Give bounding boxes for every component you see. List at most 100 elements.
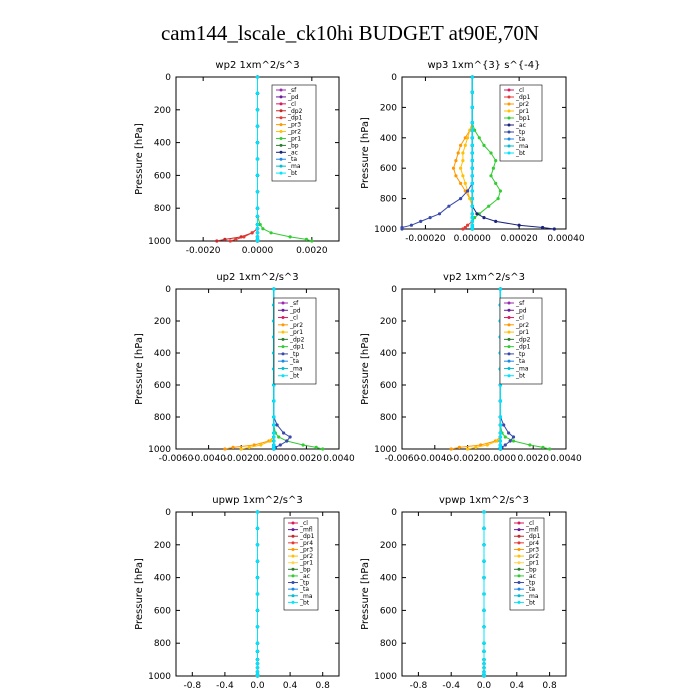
legend-marker — [281, 301, 285, 305]
y-axis-label: Pressure [hPa] — [360, 333, 371, 405]
data-point — [461, 159, 465, 163]
y-axis-label: Pressure [hPa] — [360, 558, 371, 630]
data-point — [495, 439, 499, 443]
legend-label: _pr1 — [515, 108, 529, 115]
legend-box — [509, 517, 545, 611]
data-point — [498, 443, 502, 447]
data-point — [255, 649, 260, 654]
legend-marker — [281, 337, 285, 341]
data-point — [470, 189, 474, 193]
x-tick-label: 0.00020 — [501, 234, 538, 244]
y-tick-label: 200 — [380, 103, 397, 113]
data-point — [255, 173, 260, 177]
legend-marker — [279, 95, 283, 99]
data-point — [470, 227, 474, 231]
x-tick-label: 0.0040 — [550, 454, 582, 464]
y-tick-label: 200 — [154, 106, 171, 116]
data-point — [498, 447, 502, 451]
series-line-dp1 — [230, 77, 258, 242]
legend-label: _ma — [515, 143, 529, 150]
legend-label: _dp1 — [287, 115, 303, 122]
data-point — [454, 174, 458, 178]
panel-title: up2 1xm^2/s^3 — [216, 272, 298, 283]
panel-3: up2 1xm^2/s^3 Pressure [hPa] 0 200 400 600 800… — [134, 272, 355, 464]
data-point — [482, 576, 486, 580]
legend-label: _bt — [525, 599, 536, 606]
y-tick-label: 400 — [154, 349, 171, 359]
x-tick-label: 0.0000 — [485, 454, 517, 464]
x-tick-label: -0.0040 — [417, 454, 452, 464]
legend-marker — [291, 567, 295, 571]
legend-label: _mfl — [299, 527, 313, 534]
legend-marker — [517, 561, 521, 565]
legend-label: _dp2 — [289, 336, 305, 343]
legend-marker — [281, 366, 285, 370]
legend-label: _tp — [289, 351, 299, 358]
data-point — [466, 189, 470, 193]
data-point — [451, 166, 456, 170]
legend-label: _ma — [289, 365, 303, 372]
data-point — [255, 91, 260, 95]
data-point — [258, 223, 262, 227]
data-point — [419, 219, 423, 223]
legend: _sf_pd_cl_dp2_dp1_pr3_pr2_pr1_bp_ac_ta_m… — [271, 84, 317, 182]
data-point — [482, 666, 486, 670]
data-point — [447, 204, 451, 208]
y-tick-label: 800 — [380, 639, 397, 649]
data-point — [261, 227, 265, 231]
x-tick-label: 0.0020 — [296, 246, 328, 256]
legend-label: _ta — [299, 586, 309, 593]
data-point — [461, 174, 465, 178]
data-point — [409, 223, 413, 227]
data-point — [272, 287, 276, 291]
legend-label: _pr1 — [287, 135, 301, 142]
data-point — [482, 670, 486, 674]
legend-marker — [291, 554, 295, 558]
legend-marker — [281, 308, 285, 312]
data-point — [470, 204, 474, 208]
panel-2: wp3 1xm^{3} s^{-4} Pressure [hPa] 0 200 400 6… — [360, 60, 585, 244]
data-point — [517, 223, 521, 227]
x-tick-label: 0.0 — [250, 681, 265, 691]
panel-4: vp2 1xm^2/s^3 Pressure [hPa] 0 200 400 600 800… — [360, 272, 582, 464]
data-point — [468, 197, 472, 201]
data-point — [491, 166, 495, 170]
legend-label: _dp1 — [289, 344, 305, 351]
data-point — [498, 287, 502, 291]
data-point — [494, 219, 498, 223]
data-point — [255, 141, 260, 145]
data-point — [250, 231, 254, 235]
legend-marker — [291, 561, 295, 565]
data-point — [498, 415, 502, 419]
data-point — [482, 641, 486, 645]
data-point — [255, 625, 260, 629]
legend-label: _tp — [515, 351, 525, 358]
legend-label: _ma — [525, 593, 539, 600]
legend-marker — [507, 359, 511, 363]
data-point — [272, 443, 276, 447]
data-point — [498, 439, 502, 443]
data-point — [482, 658, 486, 662]
data-point — [482, 543, 486, 547]
data-point — [470, 136, 474, 140]
data-point — [321, 447, 325, 451]
y-tick-label: 800 — [154, 639, 171, 649]
legend-marker — [507, 123, 511, 127]
legend-label: _ma — [299, 593, 313, 600]
legend-label: _cl — [515, 315, 524, 322]
data-point — [272, 431, 276, 435]
data-point — [255, 190, 260, 194]
legend-marker — [517, 547, 521, 551]
y-tick-label: 400 — [154, 139, 171, 149]
data-point — [494, 159, 498, 163]
series-line-pr2 — [224, 289, 275, 450]
legend-marker — [279, 109, 283, 113]
data-point — [463, 189, 467, 193]
legend-label: _ma — [515, 365, 529, 372]
data-point — [275, 423, 279, 427]
legend-marker — [507, 345, 511, 349]
data-point — [498, 431, 502, 435]
legend-marker — [279, 164, 283, 168]
data-point — [468, 128, 472, 132]
y-tick-label: 0 — [165, 508, 171, 518]
